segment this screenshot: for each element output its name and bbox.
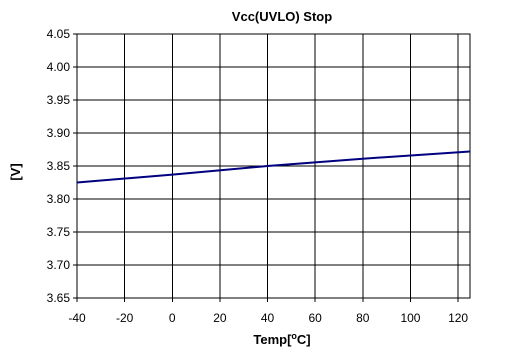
y-tick-label: 3.90 [47, 126, 71, 140]
y-tick-label: 3.70 [47, 258, 71, 272]
y-axis-label: [V] [8, 163, 23, 180]
x-tick-label: 80 [356, 311, 370, 325]
chart-title: Vcc(UVLO) Stop [232, 9, 332, 24]
series-layer [77, 152, 470, 183]
x-tick-label: 100 [400, 311, 420, 325]
y-tick-label: 3.95 [47, 93, 71, 107]
x-axis-label: Temp[oC] [253, 331, 310, 347]
y-tick-label: 4.05 [47, 27, 71, 41]
y-tick-label: 3.65 [47, 291, 71, 305]
y-tick-label: 3.85 [47, 159, 71, 173]
x-gridlines [77, 34, 458, 302]
series-line [77, 152, 470, 183]
y-tick-label: 3.75 [47, 225, 71, 239]
x-tick-label: 120 [448, 311, 468, 325]
y-tick-label: 4.00 [47, 60, 71, 74]
x-tick-labels: -40 -20 0 20 40 60 80 100 120 [68, 311, 468, 325]
x-tick-label: -20 [116, 311, 134, 325]
x-tick-label: -40 [68, 311, 86, 325]
y-tick-label: 3.80 [47, 192, 71, 206]
x-tick-label: 40 [261, 311, 275, 325]
y-tick-labels: 3.65 3.70 3.75 3.80 3.85 3.90 3.95 4.00 4.05 [47, 27, 71, 305]
x-tick-label: 60 [309, 311, 323, 325]
x-tick-label: 20 [213, 311, 227, 325]
x-tick-label: 0 [169, 311, 176, 325]
